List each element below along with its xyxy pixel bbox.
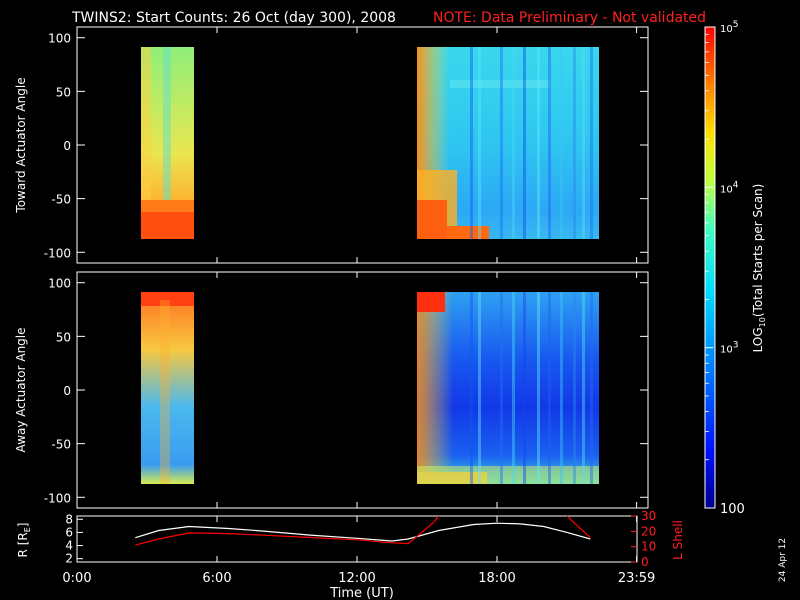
- stripe: [560, 292, 563, 484]
- orbit-lines: [135, 516, 591, 546]
- colorbar-ticks: 105 104 103 100: [705, 20, 745, 517]
- colorbar: 105 104 103 100 LOG10(Total Starts per Scan…: [704, 20, 767, 517]
- ytick-label: 50: [56, 330, 71, 344]
- orbit-ytick-left-label: 8: [65, 512, 73, 526]
- stripe: [500, 47, 503, 239]
- panel-away-heatmap: [141, 292, 599, 484]
- panel-away: [76, 271, 649, 509]
- xtick-label: 0:00: [62, 571, 91, 586]
- stripe: [512, 47, 515, 239]
- stripe: [523, 292, 526, 484]
- orbit-ytick-right-label: 30: [641, 509, 656, 523]
- x-axis-label: Time (UT): [329, 586, 394, 600]
- preliminary-note: NOTE: Data Preliminary - Not validated: [433, 10, 706, 26]
- xtick-label: 18:00: [478, 571, 515, 586]
- orbit-series-0: [135, 522, 591, 542]
- stripe: [500, 292, 503, 484]
- stripe: [537, 47, 540, 239]
- orbit-ytick-left-label: 4: [65, 539, 73, 553]
- colorbar-tick-label: 100: [720, 502, 745, 517]
- stripe: [478, 292, 481, 484]
- stripe: [470, 47, 473, 239]
- stripe: [512, 292, 515, 484]
- ytick-label: 100: [48, 32, 71, 46]
- orbit-ytick-right-label: 10: [641, 540, 656, 554]
- ytick-label: 100: [48, 277, 71, 291]
- ytick-label: 50: [56, 85, 71, 99]
- xtick-label: 12:00: [338, 571, 375, 586]
- colorbar-label: LOG10(Total Starts per Scan): [751, 184, 767, 353]
- orbit-ytick-left-label: 6: [65, 525, 73, 539]
- date-stamp: 24 Apr 12: [778, 538, 788, 582]
- stripe: [573, 292, 576, 484]
- colorbar-tick-label: 104: [720, 180, 739, 195]
- xtick-label: 23:59: [618, 571, 655, 586]
- ytick-label: -100: [44, 246, 71, 260]
- stripe: [548, 292, 551, 484]
- colorbar-tick-label: 105: [720, 20, 738, 35]
- stripe: [590, 292, 593, 484]
- ytick-label: 0: [63, 139, 71, 153]
- stripe: [560, 47, 563, 239]
- stripe: [478, 47, 481, 239]
- stripe: [548, 47, 551, 239]
- xtick-label: 6:00: [202, 571, 231, 586]
- panel-toward: [76, 26, 649, 264]
- orbit-ytick-right-label: 20: [641, 524, 656, 538]
- orbit-ytick-left-label: 2: [65, 552, 73, 566]
- panel-toward-axis: 100 50 0 -50 -100: [44, 27, 648, 263]
- orbit-ytick-right-label: 0: [641, 555, 649, 569]
- panel-away-axis: 100 50 0 -50 -100: [44, 272, 648, 508]
- stripe: [582, 292, 585, 484]
- stripe: [582, 47, 585, 239]
- orbit-series-2: [566, 516, 591, 538]
- ylabel-toward: Toward Actuator Angle: [14, 77, 28, 213]
- orbit-series-1: [135, 516, 440, 546]
- ytick-label: -100: [44, 491, 71, 505]
- stripe: [537, 292, 540, 484]
- colorbar-tick-label: 103: [720, 341, 738, 356]
- orbit-ylabel-right: L Shell: [671, 520, 685, 560]
- stripe: [523, 47, 526, 239]
- stripe: [573, 47, 576, 239]
- heatmap-texture: [470, 47, 593, 484]
- panel-toward-heatmap: [141, 47, 599, 239]
- stripe: [470, 292, 473, 484]
- stripe: [590, 47, 593, 239]
- chart-title: TWINS2: Start Counts: 26 Oct (day 300), …: [71, 10, 396, 26]
- ytick-label: 0: [63, 384, 71, 398]
- ytick-label: -50: [51, 193, 71, 207]
- ylabel-away: Away Actuator Angle: [14, 327, 28, 452]
- colorbar-gradient: [704, 26, 716, 509]
- orbit-ylabel-left: R [RE]: [16, 523, 32, 558]
- ytick-label: -50: [51, 438, 71, 452]
